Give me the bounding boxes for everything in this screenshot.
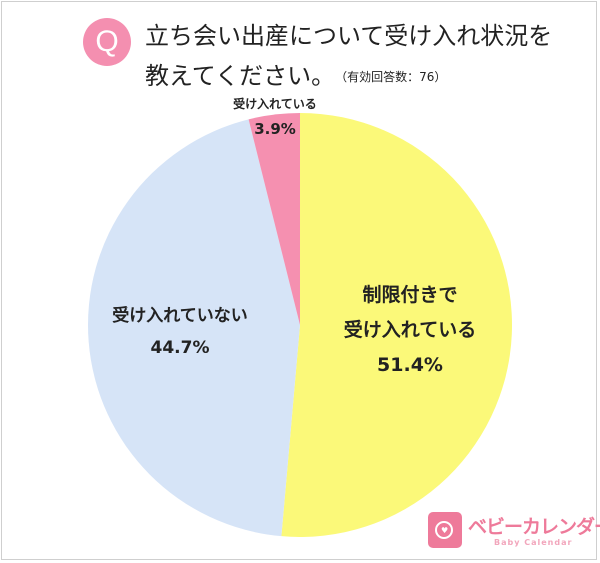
question-title-line1: 立ち会い出産について受け入れ状況を [145, 22, 553, 50]
label-name: 受け入れていない [112, 306, 248, 326]
label-percent: 51.4% [377, 354, 443, 376]
label-accepted-with-limits: 制限付きで 受け入れている 51.4% [290, 278, 530, 383]
label-fully-accepted: 受け入れている 3.9% [200, 92, 350, 142]
label-name: 受け入れている [343, 319, 477, 341]
response-count-note: （有効回答数：76） [341, 70, 447, 84]
question-title-text: 教えてください。 [145, 62, 336, 90]
question-title-line2: 教えてください。 （有効回答数：76） [145, 56, 446, 91]
logo-subtext: Baby Calendar [494, 538, 573, 547]
label-name: 制限付きで [362, 284, 458, 306]
label-percent: 44.7% [150, 338, 210, 358]
logo-text: ベビーカレンダー [468, 516, 600, 538]
calendar-baby-icon: ♥ [428, 512, 462, 548]
slice-fully-accepted [248, 113, 300, 325]
label-name: 受け入れている [233, 97, 317, 111]
label-percent: 3.9% [254, 120, 296, 138]
baby-calendar-logo: ♥ ベビーカレンダー Baby Calendar [428, 510, 600, 554]
question-badge: Q [83, 18, 131, 66]
slice-accepted-with-limits [281, 113, 512, 537]
label-not-accepted: 受け入れていない 44.7% [80, 300, 280, 364]
slice-not-accepted [87, 119, 301, 537]
